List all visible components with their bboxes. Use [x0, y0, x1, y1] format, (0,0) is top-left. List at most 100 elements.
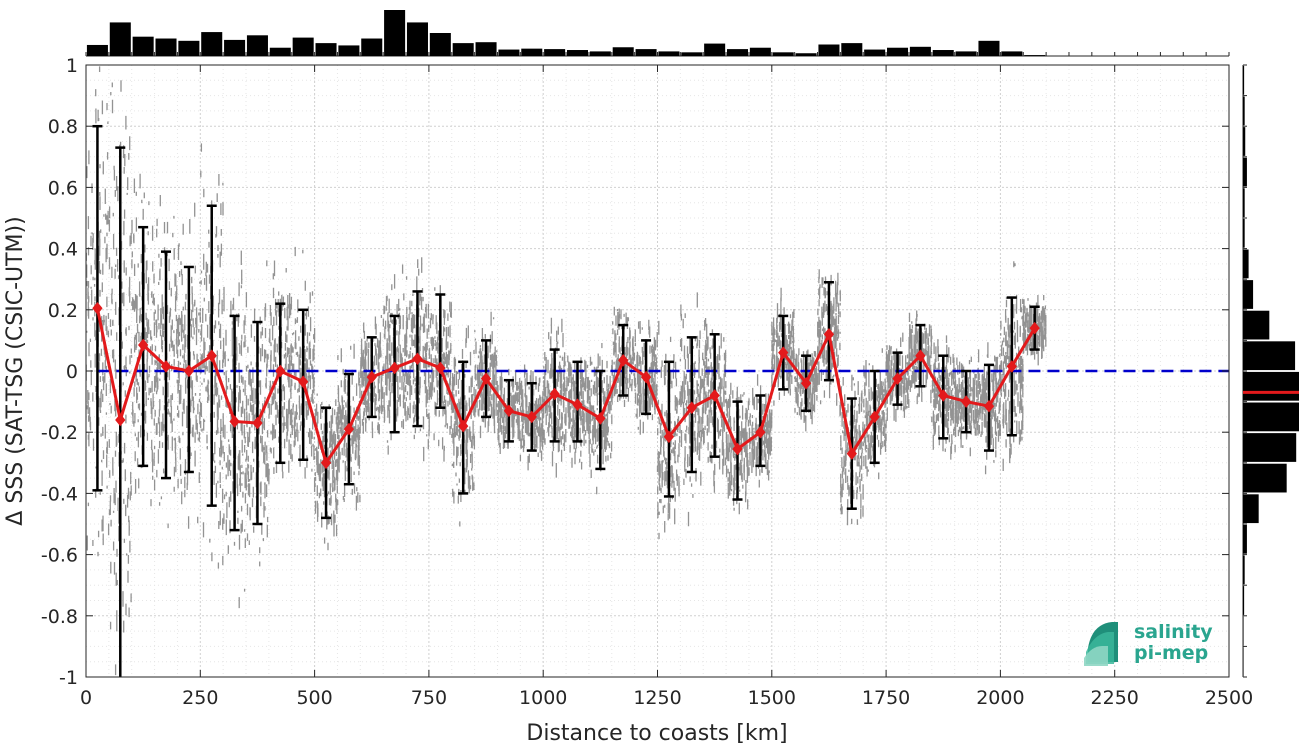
data-point — [549, 387, 560, 401]
data-point — [206, 349, 217, 362]
right-hist-bar — [1243, 96, 1245, 126]
data-point — [709, 389, 720, 402]
top-hist-bar — [246, 35, 268, 56]
right-hist-bar — [1243, 371, 1299, 401]
right-histogram — [1242, 64, 1299, 678]
data-point — [823, 327, 835, 341]
right-hist-bar — [1243, 524, 1247, 554]
top-hist-bar — [498, 49, 520, 56]
top-hist-bar — [361, 38, 383, 56]
x-tick-label: 750 — [411, 687, 447, 709]
right-hist-bar — [1243, 402, 1299, 432]
right-hist-bar — [1243, 65, 1245, 95]
x-tick-labels: 0 250 500 750 1000 1250 1500 1750 2000 2250 2500 — [80, 687, 1253, 709]
x-tick-label: 1750 — [862, 687, 910, 709]
top-hist-bar — [406, 22, 428, 57]
data-point — [938, 389, 949, 402]
top-hist-bar — [887, 47, 909, 56]
data-point — [869, 410, 880, 424]
y-tick-label: -0.2 — [41, 422, 78, 444]
top-hist-bar — [566, 50, 589, 56]
right-hist-bar — [1243, 647, 1244, 677]
logo-waves-icon — [1084, 622, 1118, 666]
logo-text-line1: salinity — [1134, 621, 1213, 643]
y-tick-label: 0.2 — [48, 300, 78, 322]
top-hist-bar — [132, 36, 154, 56]
top-hist-bar — [315, 43, 337, 56]
y-tick-label: 0.8 — [48, 116, 78, 138]
data-point — [732, 442, 743, 456]
top-hist-bar — [612, 47, 634, 56]
logo-text-line2: pi-mep — [1134, 642, 1208, 664]
right-hist-bar — [1243, 249, 1249, 279]
right-hist-bar — [1243, 188, 1245, 218]
data-point — [755, 425, 766, 439]
top-hist-bar — [978, 40, 1000, 56]
top-hist-bar — [704, 43, 726, 56]
x-tick-label: 250 — [182, 687, 218, 709]
data-point — [892, 372, 903, 385]
top-hist-bar — [955, 51, 977, 56]
right-hist-bar — [1243, 341, 1296, 371]
top-hist-bar — [521, 48, 543, 56]
top-hist-bar — [338, 45, 360, 56]
right-hist-bar — [1243, 586, 1245, 615]
y-tick-label: -0.6 — [41, 545, 78, 567]
top-hist-bar — [1024, 55, 1046, 56]
top-hist-bar — [726, 49, 749, 56]
data-point — [800, 376, 812, 390]
x-tick-label: 2250 — [1091, 687, 1139, 709]
y-tick-label: -1 — [59, 667, 78, 689]
y-tick-label: -0.8 — [41, 606, 78, 628]
top-hist-bar — [178, 40, 200, 56]
y-tick-label: 0.4 — [48, 239, 78, 261]
top-hist-bar — [749, 47, 771, 56]
right-hist-bar — [1243, 433, 1297, 462]
top-hist-bar — [635, 49, 657, 56]
data-point — [412, 352, 423, 366]
top-hist-bar — [795, 53, 817, 56]
x-axis-label: Distance to coasts [km] — [526, 721, 787, 745]
top-hist-bar — [269, 47, 291, 56]
x-tick-label: 2500 — [1205, 687, 1253, 709]
x-tick-label: 1000 — [519, 687, 567, 709]
data-point — [298, 375, 309, 388]
data-point — [389, 361, 400, 375]
data-point — [915, 349, 926, 362]
right-hist-bar — [1243, 310, 1270, 340]
top-hist-bar — [384, 10, 406, 56]
data-point — [275, 364, 286, 378]
top-hist-bar — [772, 52, 794, 56]
data-point — [640, 370, 652, 384]
top-hist-bar — [681, 52, 703, 56]
data-point — [526, 410, 537, 424]
data-point — [138, 338, 149, 352]
data-point — [320, 456, 332, 470]
data-point — [229, 415, 240, 428]
right-hist-bar — [1243, 555, 1245, 585]
top-hist-bar — [658, 51, 680, 56]
top-hist-bar — [429, 33, 451, 56]
data-point — [343, 422, 355, 436]
data-point — [1006, 360, 1017, 373]
data-point — [846, 447, 857, 460]
right-hist-bar — [1243, 157, 1247, 187]
right-hist-bar — [1243, 280, 1254, 309]
salinity-pi-mep-logo: salinity pi-mep — [1084, 621, 1213, 666]
top-hist-bar — [864, 49, 886, 56]
right-hist-bar — [1243, 494, 1259, 524]
data-point — [618, 354, 629, 367]
y-tick-label: 0.6 — [48, 177, 78, 199]
y-axis-label: Δ SSS (SAT-TSG (CSIC-UTM)) — [3, 216, 28, 525]
main-axes — [85, 64, 1230, 678]
top-hist-bar — [224, 39, 246, 56]
data-point — [92, 301, 103, 315]
data-point — [435, 361, 446, 375]
data-point — [503, 404, 515, 418]
mean-series — [92, 301, 1040, 470]
top-hist-bar — [818, 44, 840, 56]
data-point — [480, 372, 492, 385]
data-point — [183, 364, 195, 378]
top-hist-bar — [932, 50, 954, 56]
